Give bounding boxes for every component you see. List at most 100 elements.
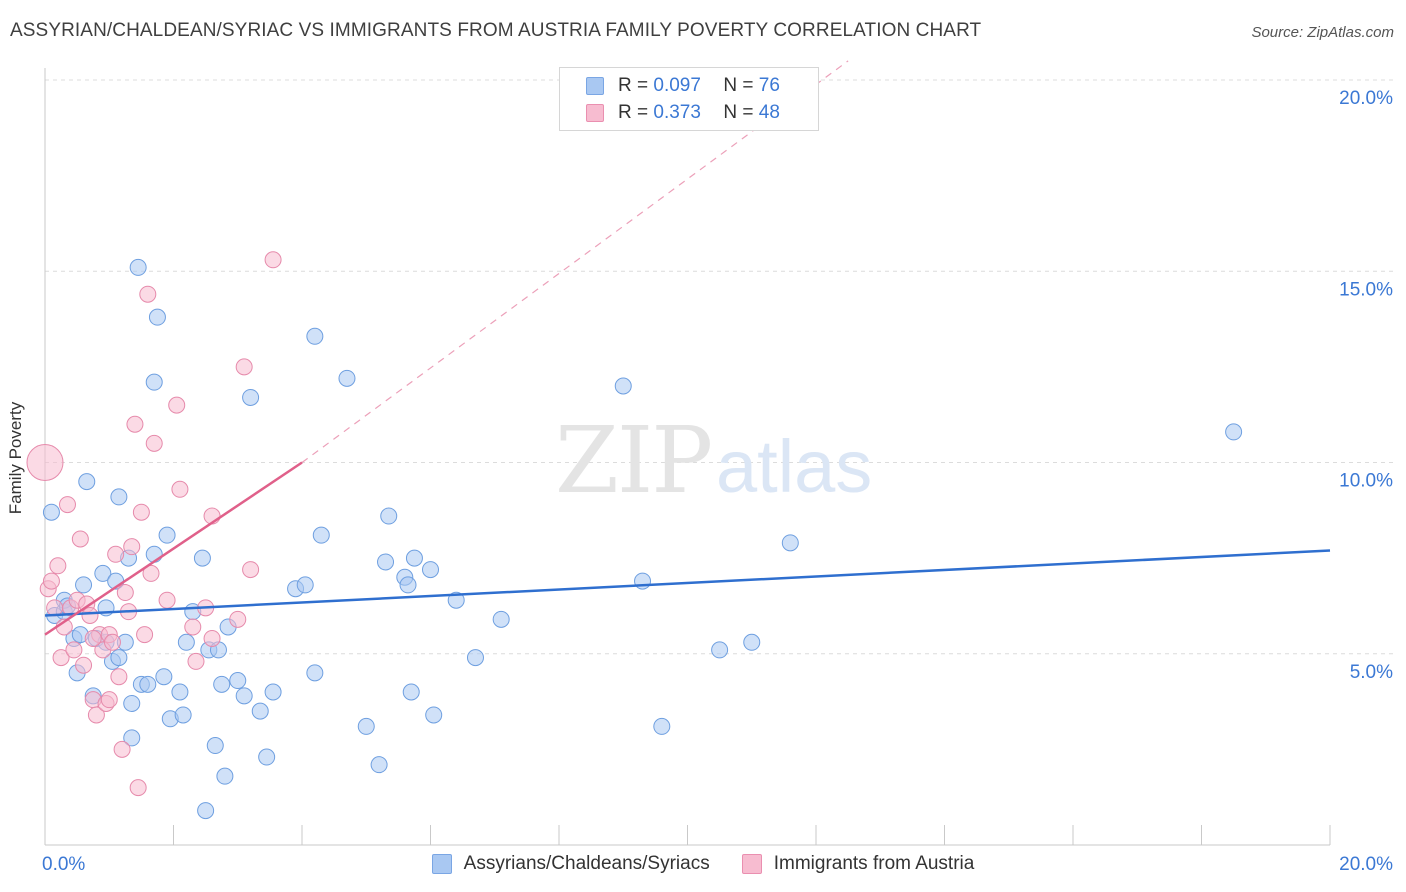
point-austria bbox=[58, 496, 76, 514]
point-assyrians bbox=[405, 549, 423, 567]
n-label: N = bbox=[723, 75, 754, 96]
point-assyrians bbox=[229, 672, 247, 690]
point-assyrians bbox=[492, 610, 510, 628]
point-austria bbox=[264, 251, 282, 269]
legend-swatch-pink bbox=[741, 854, 762, 874]
trend-line-austria bbox=[44, 461, 303, 636]
legend-label: Immigrants from Austria bbox=[773, 853, 975, 874]
point-austria-large bbox=[26, 444, 64, 481]
point-assyrians bbox=[110, 488, 128, 506]
point-austria bbox=[65, 641, 83, 659]
point-austria bbox=[84, 629, 102, 647]
point-assyrians bbox=[402, 683, 420, 701]
n-value: 76 bbox=[758, 75, 780, 96]
source-label: Source: ZipAtlas.com bbox=[1251, 24, 1394, 41]
point-assyrians bbox=[614, 377, 632, 395]
point-assyrians bbox=[264, 683, 282, 701]
point-austria bbox=[75, 656, 93, 674]
point-assyrians bbox=[251, 702, 269, 720]
point-austria bbox=[242, 561, 260, 579]
point-assyrians bbox=[235, 687, 253, 705]
point-assyrians bbox=[197, 802, 215, 820]
point-assyrians bbox=[425, 706, 443, 724]
point-assyrians bbox=[338, 369, 356, 387]
point-austria bbox=[100, 691, 118, 709]
point-assyrians bbox=[148, 308, 166, 326]
r-label: R = bbox=[618, 75, 649, 96]
point-austria bbox=[129, 779, 147, 797]
point-assyrians bbox=[312, 526, 330, 544]
point-assyrians bbox=[296, 576, 314, 594]
point-austria bbox=[116, 584, 134, 602]
legend-row-austria: R = 0.373 N = 48 bbox=[560, 100, 780, 126]
point-assyrians bbox=[306, 327, 324, 345]
y-tick-label: 15.0% bbox=[1339, 279, 1393, 300]
n-value: 48 bbox=[758, 102, 780, 123]
point-austria bbox=[103, 633, 121, 651]
chart-title: ASSYRIAN/CHALDEAN/SYRIAC VS IMMIGRANTS F… bbox=[10, 20, 982, 41]
point-assyrians bbox=[357, 717, 375, 735]
point-austria bbox=[81, 607, 99, 624]
point-assyrians bbox=[145, 545, 163, 563]
point-assyrians bbox=[158, 526, 176, 544]
point-austria bbox=[235, 358, 253, 376]
point-assyrians bbox=[653, 717, 671, 735]
r-label: R = bbox=[618, 102, 649, 123]
point-assyrians bbox=[155, 668, 173, 686]
point-austria bbox=[139, 285, 157, 303]
watermark-atlas: atlas bbox=[716, 425, 872, 508]
y-tick-label: 20.0% bbox=[1339, 88, 1393, 109]
point-assyrians bbox=[216, 767, 234, 785]
point-assyrians bbox=[258, 748, 276, 766]
point-austria bbox=[42, 572, 60, 590]
point-assyrians bbox=[743, 633, 761, 651]
point-austria bbox=[113, 740, 131, 758]
point-austria bbox=[158, 591, 176, 609]
point-assyrians bbox=[422, 561, 439, 579]
x-tick-label: 0.0% bbox=[42, 854, 85, 875]
legend-item-assyrians[interactable]: Assyrians/Chaldeans/Syriacs bbox=[431, 853, 710, 875]
point-austria bbox=[132, 503, 150, 521]
trend-lines bbox=[44, 60, 1331, 636]
point-assyrians bbox=[193, 549, 211, 567]
y-tick-label: 10.0% bbox=[1339, 471, 1393, 492]
legend-swatch-blue bbox=[586, 77, 604, 95]
watermark: ZIP atlas bbox=[555, 407, 872, 514]
point-austria bbox=[107, 545, 125, 563]
point-assyrians bbox=[123, 729, 141, 747]
point-assyrians bbox=[377, 553, 395, 571]
point-austria bbox=[71, 530, 89, 548]
point-assyrians bbox=[206, 737, 224, 755]
point-assyrians bbox=[139, 675, 157, 693]
x-tick-label: 20.0% bbox=[1339, 854, 1393, 875]
point-austria bbox=[126, 415, 144, 433]
point-austria bbox=[52, 649, 70, 667]
point-assyrians bbox=[781, 534, 799, 552]
point-austria bbox=[168, 396, 186, 414]
n-label: N = bbox=[723, 102, 754, 123]
point-austria bbox=[87, 706, 105, 724]
point-assyrians bbox=[370, 756, 388, 774]
r-value: 0.097 bbox=[653, 75, 701, 96]
point-assyrians bbox=[42, 503, 60, 521]
legend-item-austria[interactable]: Immigrants from Austria bbox=[741, 853, 975, 875]
legend-swatch-blue bbox=[431, 854, 452, 874]
point-austria bbox=[123, 538, 141, 556]
trend-line-assyrians bbox=[44, 549, 1331, 617]
point-austria bbox=[136, 626, 154, 644]
legend-swatch-pink bbox=[586, 104, 604, 122]
point-assyrians bbox=[145, 373, 163, 391]
point-assyrians bbox=[399, 576, 417, 594]
point-assyrians bbox=[78, 473, 96, 491]
point-assyrians bbox=[177, 633, 195, 651]
point-austria bbox=[142, 564, 160, 582]
point-assyrians bbox=[466, 649, 484, 667]
legend-label: Assyrians/Chaldeans/Syriacs bbox=[463, 853, 710, 874]
point-assyrians bbox=[94, 564, 112, 582]
point-assyrians bbox=[1225, 423, 1243, 441]
point-austria bbox=[229, 610, 247, 628]
point-assyrians bbox=[242, 388, 260, 406]
point-austria bbox=[145, 434, 163, 452]
point-austria bbox=[187, 652, 205, 670]
